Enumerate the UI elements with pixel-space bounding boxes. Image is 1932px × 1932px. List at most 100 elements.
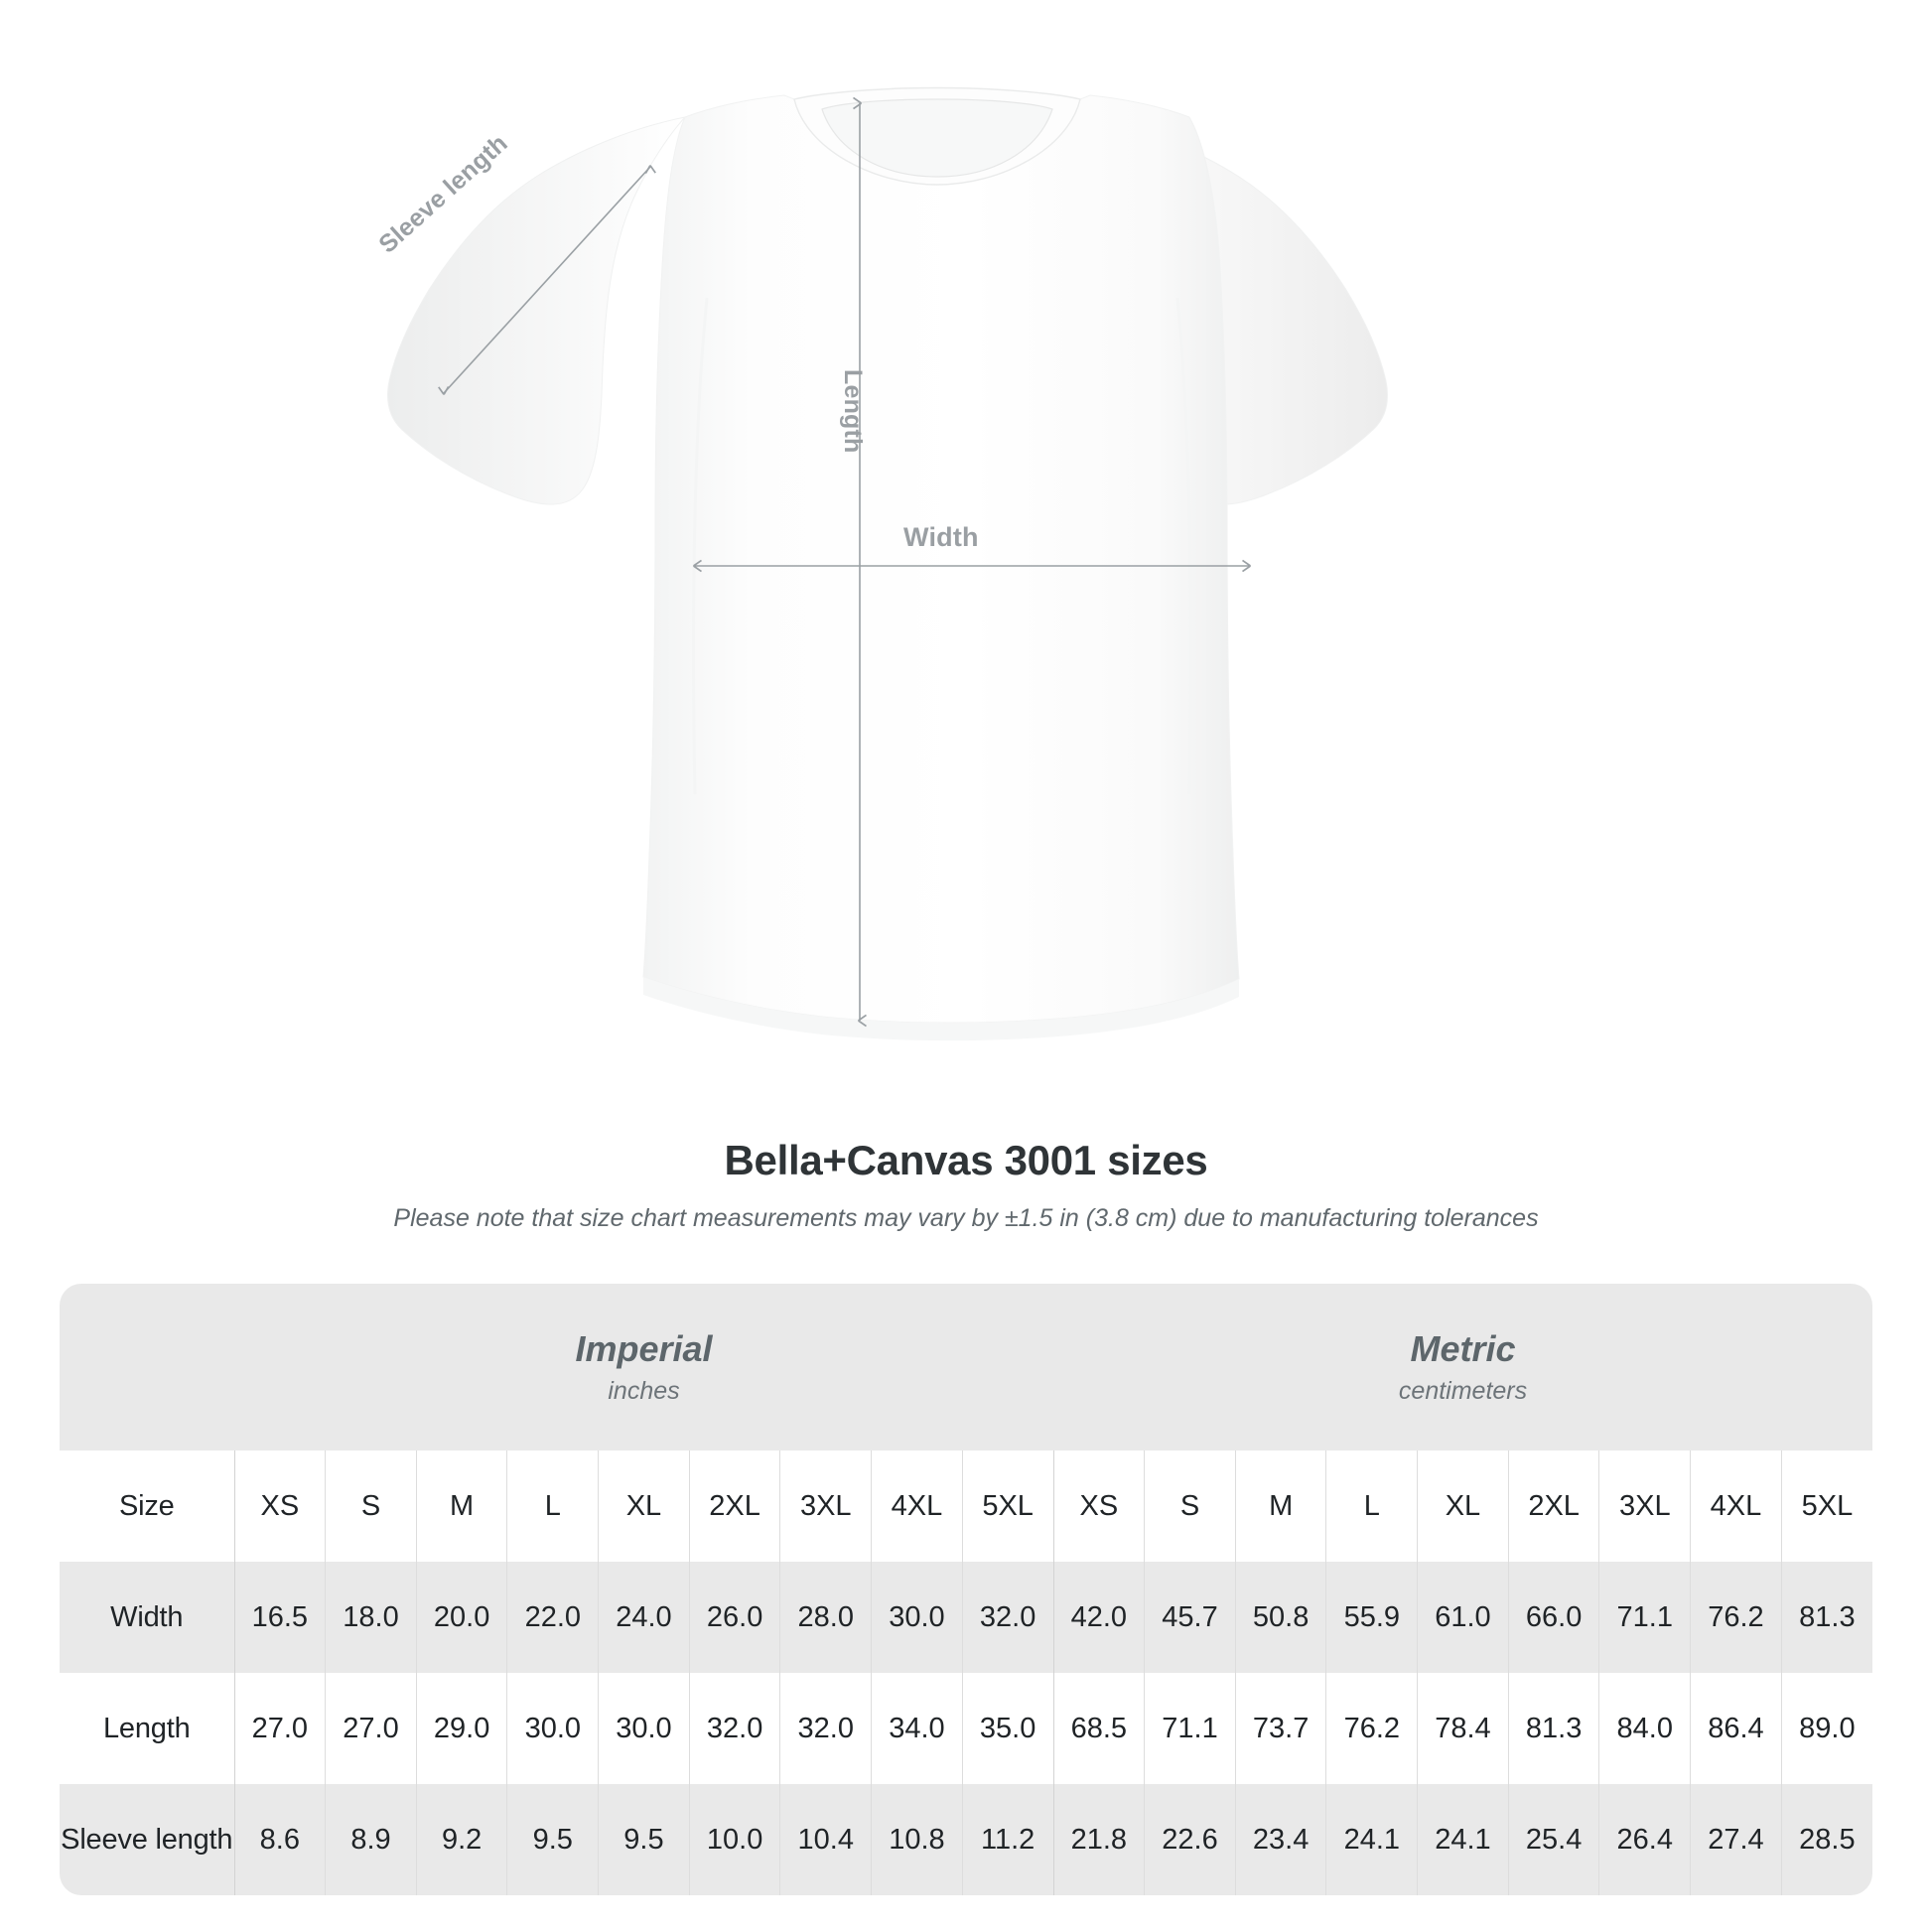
- page-title: Bella+Canvas 3001 sizes: [724, 1137, 1208, 1183]
- measurement-cell: 32.0: [961, 1562, 1054, 1673]
- tolerance-note: Please note that size chart measurements…: [393, 1204, 1539, 1232]
- size-table-body: Imperial inches Metric centimeters Size XS S M L…: [60, 1284, 1872, 1895]
- measurement-cell: 86.4: [1690, 1673, 1782, 1784]
- measurement-cell: 9.2: [415, 1784, 507, 1895]
- measurement-cell: 32.0: [688, 1673, 780, 1784]
- row-label: Length: [60, 1673, 234, 1784]
- measurement-cell: 18.0: [325, 1562, 417, 1673]
- measurement-cell: 61.0: [1417, 1562, 1509, 1673]
- size-table-container: Imperial inches Metric centimeters Size XS S M L…: [60, 1284, 1872, 1895]
- measurement-cell: 76.2: [1690, 1562, 1782, 1673]
- measurement-cell: 68.5: [1052, 1673, 1145, 1784]
- measurement-cell: 71.1: [1144, 1673, 1236, 1784]
- size-header-cell: 3XL: [1598, 1450, 1691, 1562]
- measurement-cell: 84.0: [1598, 1673, 1691, 1784]
- measurement-cell: 30.0: [598, 1673, 690, 1784]
- size-header-cell: M: [1234, 1450, 1326, 1562]
- tshirt-body: [642, 94, 1240, 1024]
- measurement-cell: 89.0: [1780, 1673, 1872, 1784]
- unit-name: Metric: [1410, 1327, 1516, 1369]
- size-header-cell: XS: [1052, 1450, 1145, 1562]
- measurement-cell: 50.8: [1234, 1562, 1326, 1673]
- measurement-cell: 23.4: [1234, 1784, 1326, 1895]
- size-header-cell: 5XL: [1780, 1450, 1872, 1562]
- size-header-cell: XL: [1417, 1450, 1509, 1562]
- measurement-cell: 73.7: [1234, 1673, 1326, 1784]
- size-header-cell: L: [1325, 1450, 1418, 1562]
- size-header-row: Size XS S M L XL 2XL 3XL 4XL 5XL XS S M L XL 2XL 3XL 4XL 5…: [60, 1450, 1872, 1562]
- unit-header-imperial: Imperial inches: [234, 1284, 1054, 1450]
- measurement-cell: 30.0: [506, 1673, 599, 1784]
- measurement-cell: 24.0: [598, 1562, 690, 1673]
- measurement-cell: 10.8: [871, 1784, 963, 1895]
- sleeve-length-arrow: [438, 165, 656, 395]
- size-header-cell: 5XL: [961, 1450, 1054, 1562]
- measurement-cell: 8.9: [325, 1784, 417, 1895]
- measurement-cell: 16.5: [233, 1562, 326, 1673]
- size-header-cell: XL: [598, 1450, 690, 1562]
- measurement-cell: 27.4: [1690, 1784, 1782, 1895]
- measurement-cell: 25.4: [1507, 1784, 1599, 1895]
- measurement-cell: 21.8: [1052, 1784, 1145, 1895]
- unit-name: Imperial: [575, 1327, 713, 1369]
- measurement-cell: 22.6: [1144, 1784, 1236, 1895]
- measurement-cell: 11.2: [961, 1784, 1054, 1895]
- tshirt-svg: [387, 86, 1388, 1041]
- size-header-cell: L: [506, 1450, 599, 1562]
- size-header-cell: 4XL: [1690, 1450, 1782, 1562]
- size-header-cell: S: [325, 1450, 417, 1562]
- measurement-cell: 81.3: [1780, 1562, 1872, 1673]
- unit-header-row: Imperial inches Metric centimeters: [60, 1284, 1872, 1450]
- table-row: Sleeve length 8.6 8.9 9.2 9.5 9.5 10.0 10.4 10.8…: [60, 1784, 1872, 1895]
- measurement-cell: 81.3: [1507, 1673, 1599, 1784]
- measurement-cell: 34.0: [871, 1673, 963, 1784]
- measurement-cell: 27.0: [233, 1673, 326, 1784]
- measurement-cell: 35.0: [961, 1673, 1054, 1784]
- measurement-cell: 30.0: [871, 1562, 963, 1673]
- measurement-cell: 26.0: [688, 1562, 780, 1673]
- width-annotation: Width: [903, 522, 979, 552]
- measurement-cell: 76.2: [1325, 1673, 1418, 1784]
- left-sleeve: [387, 116, 687, 505]
- measurement-cell: 32.0: [779, 1673, 872, 1784]
- measurement-cell: 8.6: [233, 1784, 326, 1895]
- size-row-label: Size: [60, 1450, 234, 1562]
- unit-subtitle: inches: [608, 1376, 680, 1405]
- size-header-cell: S: [1144, 1450, 1236, 1562]
- measurement-cell: 71.1: [1598, 1562, 1691, 1673]
- fold-left: [692, 297, 709, 795]
- measurement-cell: 26.4: [1598, 1784, 1691, 1895]
- measurement-cell: 28.5: [1780, 1784, 1872, 1895]
- hem: [643, 977, 1239, 1041]
- measurement-cell: 22.0: [506, 1562, 599, 1673]
- measurement-cell: 29.0: [415, 1673, 507, 1784]
- size-table: Imperial inches Metric centimeters Size XS S M L…: [60, 1284, 1872, 1895]
- unit-header-spacer: [60, 1284, 234, 1450]
- measurement-cell: 10.0: [688, 1784, 780, 1895]
- measurement-cell: 28.0: [779, 1562, 872, 1673]
- measurement-cell: 55.9: [1325, 1562, 1418, 1673]
- table-row: Length 27.0 27.0 29.0 30.0 30.0 32.0 32.0 34.0 35…: [60, 1673, 1872, 1784]
- size-header-cell: XS: [233, 1450, 326, 1562]
- unit-header-metric: Metric centimeters: [1053, 1284, 1872, 1450]
- unit-subtitle: centimeters: [1398, 1376, 1528, 1405]
- row-label: Sleeve length: [60, 1784, 234, 1895]
- measurement-cell: 20.0: [415, 1562, 507, 1673]
- measurement-cell: 24.1: [1325, 1784, 1418, 1895]
- measurement-cell: 9.5: [506, 1784, 599, 1895]
- measurement-cell: 27.0: [325, 1673, 417, 1784]
- measurement-cell: 9.5: [598, 1784, 690, 1895]
- size-header-cell: 4XL: [871, 1450, 963, 1562]
- measurement-cell: 42.0: [1052, 1562, 1145, 1673]
- measurement-cell: 78.4: [1417, 1673, 1509, 1784]
- size-header-cell: M: [415, 1450, 507, 1562]
- measurement-cell: 45.7: [1144, 1562, 1236, 1673]
- row-label: Width: [60, 1562, 234, 1673]
- collar-opening: [821, 98, 1053, 178]
- size-header-cell: 3XL: [779, 1450, 872, 1562]
- measurement-cell: 24.1: [1417, 1784, 1509, 1895]
- length-annotation: Length: [839, 369, 867, 454]
- measurement-cell: 66.0: [1507, 1562, 1599, 1673]
- size-header-cell: 2XL: [688, 1450, 780, 1562]
